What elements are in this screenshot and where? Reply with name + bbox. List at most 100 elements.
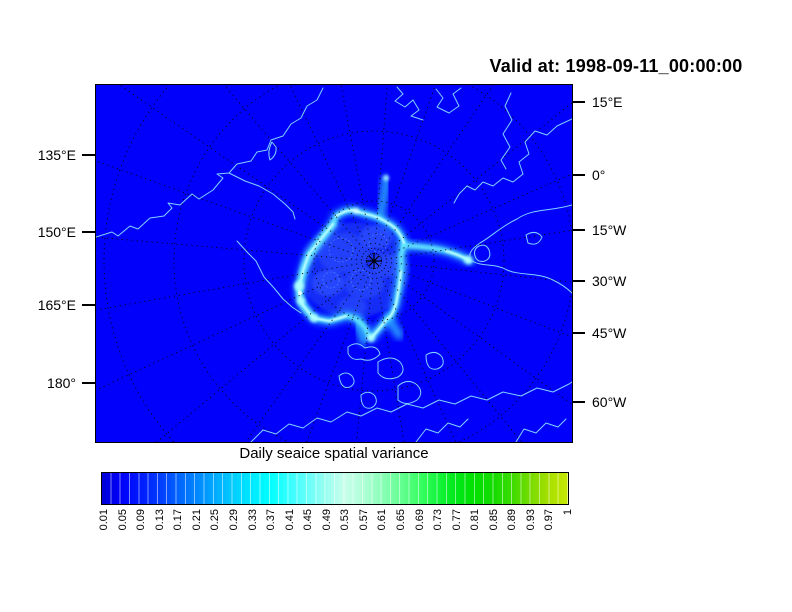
meridian-line [96,263,368,391]
archipelago-6 [425,351,444,370]
meridian-line [119,85,369,258]
seaice-variance-field [294,175,475,346]
colorbar-tick-label: 0.57 [357,509,370,531]
right-axis-tick [572,174,585,176]
left-axis-label: 180° [47,375,76,391]
islands-svalbard [394,86,424,121]
colorbar-tick-label: 0.13 [153,509,166,531]
colorbar-tick-label: 1 [562,509,574,516]
left-axis-label: 150°E [37,224,76,240]
coast-taymyr [228,172,296,220]
ice-edge-ring [294,175,475,346]
archipelago-3 [397,380,422,404]
left-axis-label: 165°E [37,297,76,313]
meridian-line [380,229,572,261]
right-axis-tick [572,101,585,103]
right-axis-tick [572,280,585,282]
meridian-line [223,85,370,256]
colorbar-title: Daily seaice spatial variance [239,445,429,462]
right-axis-label: 15°W [592,222,627,238]
coast-east-siberia [236,240,302,314]
coast-siberia [96,87,324,238]
right-axis-tick [572,401,585,403]
colorbar-tick-label: 0.29 [227,509,240,531]
graticule [96,85,572,442]
latitude-circle [243,130,505,392]
meridian-line [245,266,371,442]
left-axis-label: 135°E [37,147,76,163]
meridian-line [379,264,572,405]
archipelago-2 [377,357,404,380]
colorbar-tick-label: 0.65 [395,509,407,531]
colorbar-tick-label: 0.21 [190,509,203,531]
left-axis-tick [82,382,95,384]
meridian-line [96,160,368,260]
coast-lower-right [469,204,572,294]
colorbar-tick-label: 0.69 [413,509,426,531]
colorbar-tick-label: 0.09 [135,509,148,531]
colorbar-tick-label: 0.85 [487,509,500,531]
colorbar-tick-label: 0.45 [302,509,315,531]
meridian-line [377,85,494,256]
meridian-line [306,267,373,442]
colorbar-tick-label: 0.37 [265,509,277,531]
right-axis-tick [572,229,585,231]
colorbar-tick-label: 0.93 [524,509,537,531]
coastlines [96,86,572,442]
archipelago-5 [360,391,377,409]
colorbar-tick-label: 0.53 [339,509,352,531]
inlet-2 [515,418,567,442]
left-axis-tick [82,304,95,306]
left-axis-tick [82,154,95,156]
arctic-map [95,84,573,443]
pole-marker [366,253,382,269]
meridian-line [289,85,372,255]
coast-scandinavia [453,118,572,204]
map-graphics [96,85,572,442]
meridian-line [379,102,572,257]
colorbar-tick-label: 0.81 [469,509,482,531]
latitude-circle [313,200,435,322]
island-crescent [268,141,277,161]
meridian-line [96,236,368,261]
left-axis-tick [82,231,95,233]
right-axis-tick [572,332,585,334]
archipelago-1 [347,343,381,361]
meridian-line [378,266,523,442]
meridian-line [156,265,369,442]
colorbar-tick-label: 0.33 [246,509,259,531]
colorbar-tick-label: 0.97 [543,509,556,531]
colorbar-tick-label: 0.89 [506,509,519,531]
colorbar-tick-label: 0.41 [283,509,296,531]
colorbar-tick-label: 0.05 [116,509,129,531]
colorbar-tick-label: 0.49 [320,509,333,531]
right-axis-label: 0° [592,167,606,183]
right-axis-label: 45°W [592,325,627,341]
coast-canada [250,381,572,442]
plot-title: Valid at: 1998-09-11_00:00:00 [489,56,743,76]
island-ring [474,244,491,262]
meridian-line [375,85,436,255]
right-axis-label: 30°W [592,273,627,289]
meridian-line [356,267,374,442]
colorbar-gradient [101,472,569,505]
meridian-line [340,85,374,255]
inland-lake [525,231,543,245]
meridian-line [376,267,457,442]
meridian-line [380,173,572,259]
colorbar-tick-label: 0.73 [432,509,445,531]
colorbar-tick-label: 0.25 [209,509,222,531]
ice-interior-contours [322,233,388,291]
inlet-1 [415,418,469,442]
archipelago-4 [338,372,355,388]
colorbar-tick-label: 0.17 [172,509,185,531]
meridian-line [96,261,368,311]
meridian-line [374,267,405,442]
meridian-line [380,261,572,283]
right-axis-label: 15°E [592,94,623,110]
colorbar-tick-label: 0.61 [376,509,389,531]
island-chain [500,92,513,170]
islands-franz-josef [435,87,462,114]
colorbar-tick-label: 0.01 [98,509,110,531]
